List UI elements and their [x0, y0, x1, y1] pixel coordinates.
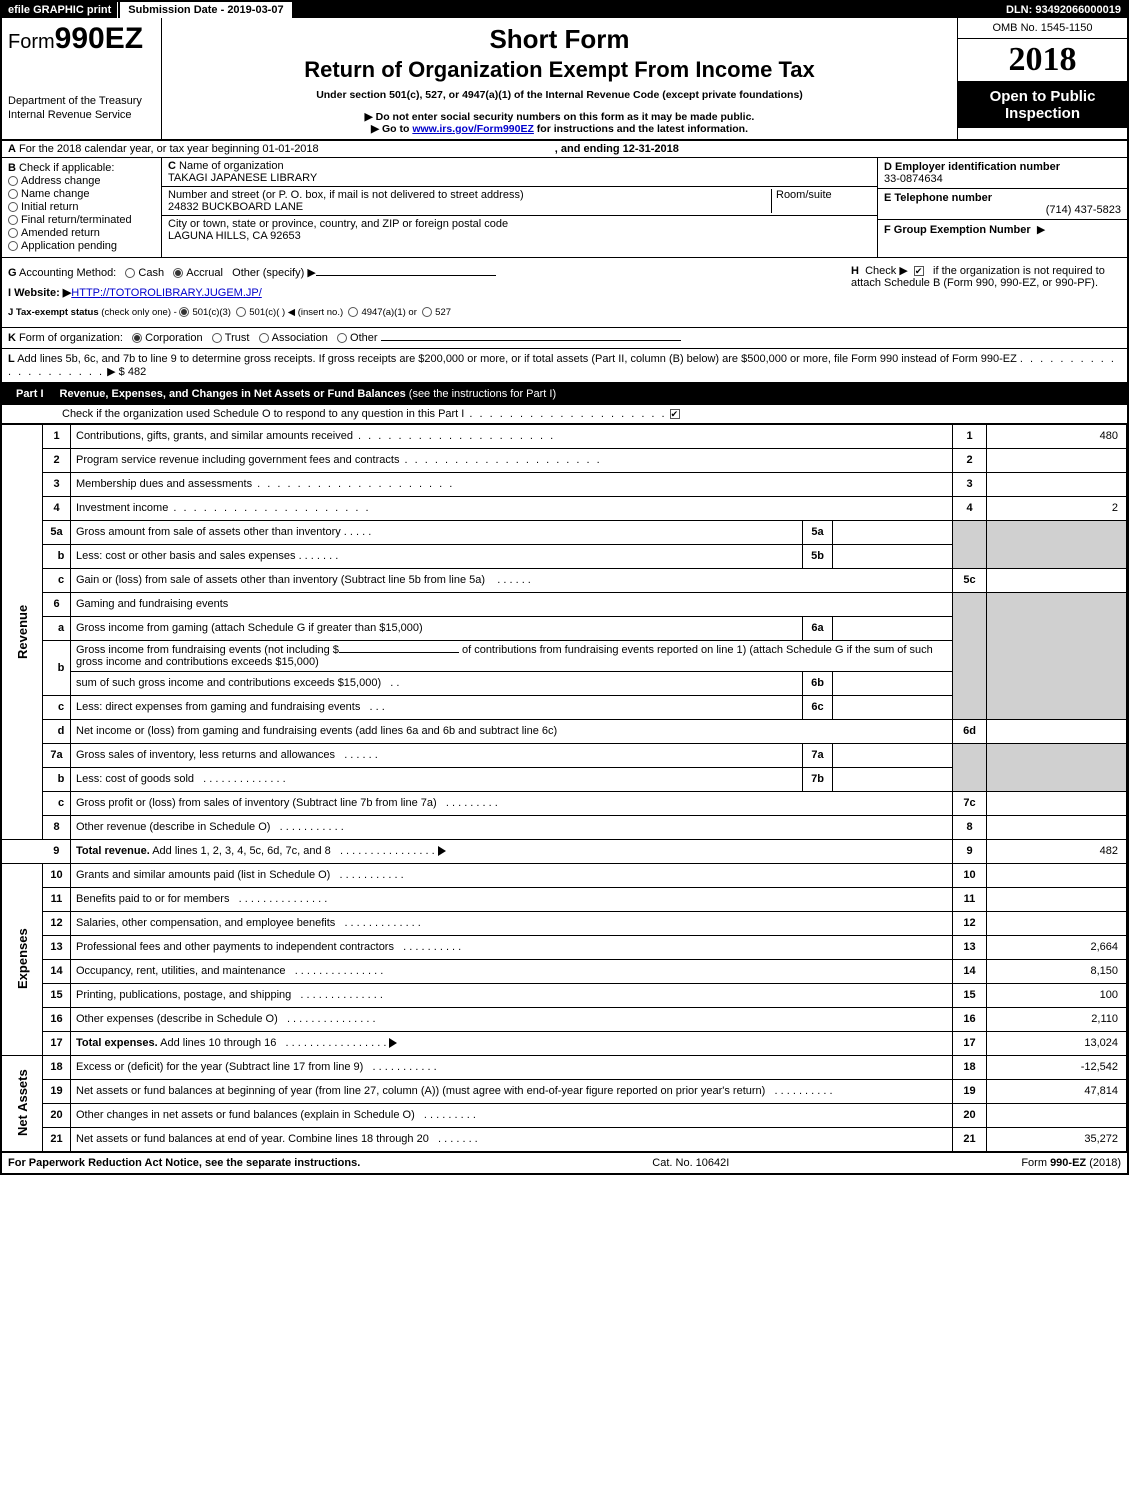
radio-accrual[interactable] [173, 268, 183, 278]
expenses-side-label: Expenses [2, 863, 43, 1055]
line-16-val: 2,110 [987, 1007, 1127, 1031]
cb-schedule-b[interactable] [914, 266, 924, 276]
form-number: Form990EZ [8, 22, 155, 56]
part1-header: Part I Revenue, Expenses, and Changes in… [2, 383, 1127, 405]
tax-year: 2018 [958, 39, 1127, 82]
line-a: A For the 2018 calendar year, or tax yea… [2, 141, 1127, 158]
line-18-val: -12,542 [987, 1055, 1127, 1079]
line-j: J Tax-exempt status (check only one) - 5… [8, 304, 841, 321]
room-suite: Room/suite [771, 189, 871, 213]
d-label: D Employer identification number [884, 161, 1060, 173]
line-20-val [987, 1103, 1127, 1127]
radio-4947[interactable] [348, 307, 358, 317]
part1-check-row: Check if the organization used Schedule … [2, 405, 1127, 424]
radio-trust[interactable] [212, 333, 222, 343]
cb-final-return[interactable]: Final return/terminated [8, 214, 155, 226]
efile-print-button[interactable]: efile GRAPHIC print [2, 2, 118, 18]
form-ref: Form 990-EZ (2018) [1021, 1157, 1121, 1169]
e-label: E Telephone number [884, 192, 992, 204]
cb-application-pending[interactable]: Application pending [8, 240, 155, 252]
netassets-side-label: Net Assets [2, 1055, 43, 1151]
ein-value: 33-0874634 [884, 173, 943, 185]
radio-527[interactable] [422, 307, 432, 317]
org-name: TAKAGI JAPANESE LIBRARY [168, 172, 317, 184]
radio-other-org[interactable] [337, 333, 347, 343]
line-7c-val [987, 791, 1127, 815]
line-5c-val [987, 568, 1127, 592]
radio-corporation[interactable] [132, 333, 142, 343]
line-13-val: 2,664 [987, 935, 1127, 959]
cb-initial-return[interactable]: Initial return [8, 201, 155, 213]
line-21-val: 35,272 [987, 1127, 1127, 1151]
arrow-icon [389, 1038, 397, 1048]
line-4-val: 2 [987, 496, 1127, 520]
cb-amended-return[interactable]: Amended return [8, 227, 155, 239]
line-6d-val [987, 719, 1127, 743]
f-label: F Group Exemption Number [884, 224, 1031, 236]
arrow-icon [438, 846, 446, 856]
irs-link[interactable]: www.irs.gov/Form990EZ [412, 123, 534, 135]
submission-date: Submission Date - 2019-03-07 [120, 2, 291, 18]
cb-name-change[interactable]: Name change [8, 188, 155, 200]
paperwork-notice: For Paperwork Reduction Act Notice, see … [8, 1157, 360, 1169]
line-g: G Accounting Method: Cash Accrual Other … [8, 264, 841, 284]
line-15-val: 100 [987, 983, 1127, 1007]
cat-no: Cat. No. 10642I [652, 1157, 729, 1169]
line-3-val [987, 472, 1127, 496]
top-bar: efile GRAPHIC print Submission Date - 20… [2, 2, 1127, 18]
page-footer: For Paperwork Reduction Act Notice, see … [2, 1152, 1127, 1173]
omb-number: OMB No. 1545-1150 [958, 18, 1127, 39]
line-11-val [987, 887, 1127, 911]
line-12-val [987, 911, 1127, 935]
col-def: D Employer identification number 33-0874… [877, 158, 1127, 257]
dln-number: DLN: 93492066000019 [1000, 2, 1127, 18]
line-k: K Form of organization: Corporation Trus… [2, 328, 1127, 349]
line-i: I Website: ▶HTTP://TOTOROLIBRARY.JUGEM.J… [8, 284, 841, 304]
gross-receipts-val: 482 [128, 366, 146, 378]
ssn-warning: ▶ Do not enter social security numbers o… [166, 111, 953, 123]
revenue-side-label: Revenue [2, 424, 43, 839]
treasury-label: Department of the Treasury Internal Reve… [8, 94, 155, 123]
phone-value: (714) 437-5823 [884, 204, 1121, 216]
line-2-val [987, 448, 1127, 472]
radio-501c3[interactable] [179, 307, 189, 317]
part1-table: Revenue 1Contributions, gifts, grants, a… [2, 424, 1127, 1152]
line-10-val [987, 863, 1127, 887]
form-page: efile GRAPHIC print Submission Date - 20… [0, 0, 1129, 1175]
cb-address-change[interactable]: Address change [8, 175, 155, 187]
line-17-val: 13,024 [987, 1031, 1127, 1055]
open-to-public: Open to PublicInspection [958, 82, 1127, 128]
goto-link: ▶ Go to www.irs.gov/Form990EZ for instru… [166, 123, 953, 135]
org-street: 24832 BUCKBOARD LANE [168, 201, 303, 213]
radio-association[interactable] [259, 333, 269, 343]
line-19-val: 47,814 [987, 1079, 1127, 1103]
radio-cash[interactable] [125, 268, 135, 278]
subtitle: Under section 501(c), 527, or 4947(a)(1)… [166, 89, 953, 101]
return-title: Return of Organization Exempt From Incom… [166, 57, 953, 83]
cb-schedule-o[interactable] [670, 409, 680, 419]
section-gh: G Accounting Method: Cash Accrual Other … [2, 258, 1127, 328]
col-b-checkboxes: B Check if applicable: Address change Na… [2, 158, 162, 257]
line-h: H Check ▶ if the organization is not req… [841, 264, 1121, 321]
line-1-val: 480 [987, 424, 1127, 448]
line-l: L Add lines 5b, 6c, and 7b to line 9 to … [2, 349, 1127, 383]
col-c-org-info: C Name of organization TAKAGI JAPANESE L… [162, 158, 877, 257]
section-bcdef: B Check if applicable: Address change Na… [2, 158, 1127, 258]
org-city: LAGUNA HILLS, CA 92653 [168, 230, 301, 242]
website-link[interactable]: HTTP://TOTOROLIBRARY.JUGEM.JP/ [71, 287, 262, 299]
radio-501c[interactable] [236, 307, 246, 317]
line-14-val: 8,150 [987, 959, 1127, 983]
line-8-val [987, 815, 1127, 839]
short-form-title: Short Form [166, 24, 953, 55]
line-9-val: 482 [987, 839, 1127, 863]
form-header: Form990EZ Department of the Treasury Int… [2, 18, 1127, 141]
